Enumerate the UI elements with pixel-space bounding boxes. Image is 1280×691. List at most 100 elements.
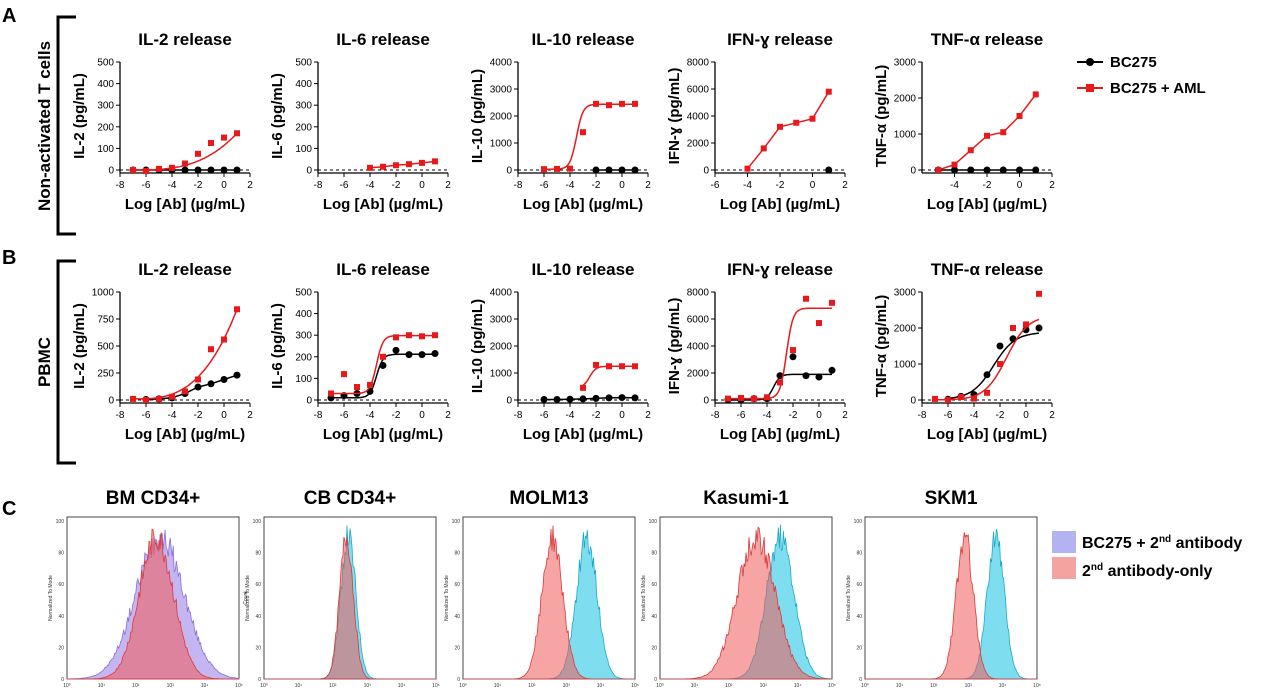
x-tick-label: 0 (419, 410, 425, 421)
data-point-bc275-aml (195, 376, 201, 383)
data-point-bc275-aml (406, 332, 412, 339)
data-point-bc275-aml (169, 393, 175, 400)
histogram-bm-cd34: BM CD34+ 0 20 40 60 80 100 10⁰ 10¹ 10² 10³ 10⁴ 10⁵ No… (48, 488, 249, 689)
histogram-title: BM CD34+ (106, 488, 201, 509)
x-tick-label: 2 (445, 410, 451, 421)
hist-y-tick-label: 40 (454, 614, 460, 620)
hist-y-tick-label: 60 (255, 582, 261, 588)
hist-x-tick-label: 10² (329, 683, 337, 689)
x-tick-label: 2 (1049, 410, 1055, 421)
y-tick-label: 200 (295, 122, 312, 133)
data-point-bc275-aml (208, 140, 214, 146)
data-point-bc275-aml (182, 160, 188, 167)
hist-y-tick-label: 100 (452, 519, 461, 525)
x-axis-label: Log [Ab] (µg/mL) (720, 426, 840, 443)
x-axis-label: Log [Ab] (µg/mL) (927, 426, 1047, 443)
x-tick-label: -4 (950, 180, 959, 191)
y-tick-label: 3000 (490, 315, 513, 326)
y-tick-label: 1000 (490, 369, 513, 380)
row-b-bracket (56, 259, 76, 465)
data-point-bc275 (405, 351, 413, 359)
data-point-bc275-aml (803, 295, 809, 302)
chart-title: TNF-α release (931, 30, 1044, 49)
legend-label-bc275-aml: BC275 + AML (1110, 80, 1206, 97)
hist-y-axis-label: Normalized To Mode (641, 575, 647, 621)
series-line-bc275-aml (369, 160, 436, 169)
x-tick-label: -6 (737, 410, 746, 421)
panel-letter-b: B (2, 247, 16, 269)
data-point-bc275 (418, 351, 426, 359)
hist-y-tick-label: 20 (255, 645, 261, 651)
y-tick-label: 500 (295, 288, 312, 299)
y-tick-label: 4000 (687, 112, 710, 123)
data-point-bc275 (951, 166, 958, 174)
chart-b-il-2-release: IL-2 release 0 250 500 750 1000 -8 -6 -4 -2 0 2Log … (71, 260, 253, 443)
hist-x-tick-label: 10² (528, 683, 536, 689)
x-tick-label: 2 (645, 180, 651, 191)
hist-y-tick-label: 0 (654, 677, 657, 683)
x-tick-label: -6 (944, 410, 953, 421)
x-tick-label: -8 (314, 180, 323, 191)
hist-x-tick-label: 10³ (965, 683, 973, 689)
x-tick-label: -8 (116, 410, 125, 421)
x-tick-label: -8 (918, 410, 927, 421)
y-axis-label: IL-2 (pg/mL) (71, 303, 88, 389)
y-tick-label: 100 (295, 374, 312, 385)
x-tick-label: 0 (810, 180, 816, 191)
hist-y-tick-label: 100 (649, 519, 658, 525)
x-tick-label: 2 (247, 410, 253, 421)
data-point-bc275-aml (1010, 325, 1016, 331)
y-tick-label: 750 (97, 315, 114, 326)
data-point-bc275-aml (1023, 321, 1029, 328)
y-tick-label: 200 (295, 352, 312, 363)
y-axis-label: IFN-ɣ (pg/mL) (666, 68, 683, 165)
chart-b-il-6-release: IL-6 release 0 100 200 300 400 500 -8 -6 -4 -2 0 2Lo… (269, 260, 451, 443)
x-tick-label: 2 (842, 180, 848, 191)
chart-a-il-10-release: IL-10 release 0 1000 2000 3000 4000 -8 -6 -4 -2 0 2… (469, 30, 651, 213)
x-tick-label: -4 (168, 410, 177, 421)
data-point-bc275-aml (341, 371, 347, 378)
x-tick-label: -4 (763, 410, 772, 421)
hist-x-tick-label: 10² (725, 683, 733, 689)
histogram-area-2nd-antibody-only (463, 525, 635, 680)
histogram-title: Kasumi-1 (703, 488, 789, 509)
hist-y-axis-label: Normalized To Mode (846, 575, 852, 621)
chart-title: IL-6 release (336, 30, 430, 49)
y-tick-label: 300 (97, 101, 114, 112)
hist-x-tick-label: 10⁰ (260, 683, 268, 689)
data-point-bc275-aml (790, 347, 796, 354)
data-point-bc275-aml (328, 390, 334, 397)
hist-y-tick-label: 40 (856, 614, 862, 620)
data-point-bc275-aml (777, 123, 783, 130)
y-axis-label: IL-10 (pg/mL) (469, 299, 486, 393)
data-point-bc275 (553, 395, 561, 403)
y-axis-label: IL-6 (pg/mL) (269, 73, 286, 159)
legend-label-hist-2nd: 2nd antibody-only (1082, 562, 1213, 580)
x-tick-label: -6 (340, 180, 349, 191)
y-tick-label: 2000 (490, 112, 513, 123)
hist-y-tick-label: 60 (856, 582, 862, 588)
series-line-bc275-aml (331, 334, 435, 395)
y-tick-label: 100 (295, 144, 312, 155)
legend-item-bc275: BC275 (1077, 54, 1157, 71)
x-tick-label: -4 (566, 180, 575, 191)
x-tick-label: 0 (1017, 180, 1023, 191)
x-tick-label: 2 (445, 180, 451, 191)
y-tick-label: 0 (108, 166, 114, 177)
data-point-bc275-aml (143, 168, 149, 175)
y-tick-label: 4000 (687, 342, 710, 353)
hist-y-tick-label: 80 (58, 551, 64, 557)
data-point-bc275-aml (725, 395, 731, 402)
hist-y-tick-label: 20 (651, 645, 657, 651)
x-tick-label: 0 (1023, 410, 1029, 421)
x-tick-label: -6 (540, 410, 549, 421)
series-line-bc275-aml (935, 318, 1040, 401)
legend-swatch-blue (1052, 531, 1076, 553)
y-tick-label: 0 (506, 396, 512, 407)
x-tick-label: -2 (392, 410, 401, 421)
histogram-area-2nd-antibody-only (67, 528, 239, 680)
x-axis-label: Log [Ab] (µg/mL) (125, 426, 245, 443)
panel-letter-c: C (2, 498, 16, 520)
row-label-nonactivated: Non-activated T cells (35, 41, 54, 211)
chart-title: IL-10 release (531, 30, 634, 49)
